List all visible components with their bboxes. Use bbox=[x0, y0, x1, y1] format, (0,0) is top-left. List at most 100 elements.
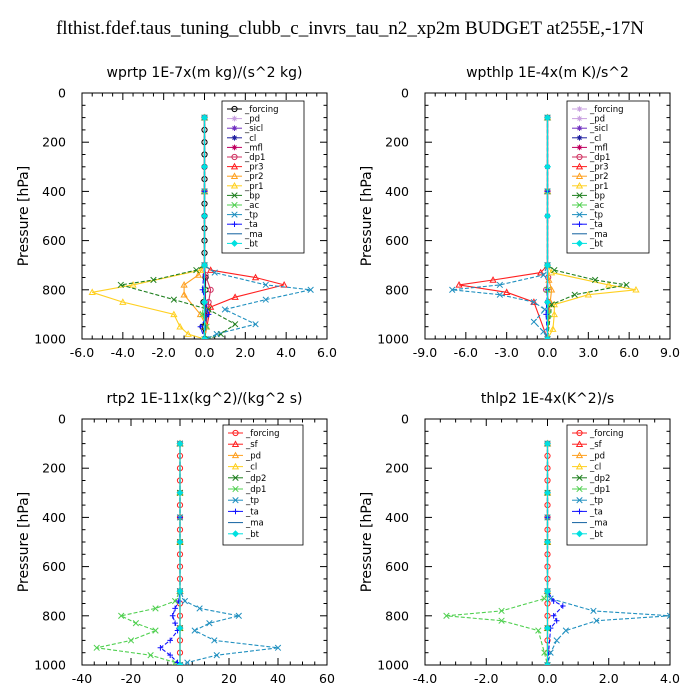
data-point bbox=[213, 652, 220, 659]
legend-label: _bt bbox=[245, 530, 260, 540]
chart-panel-4: thlp2 1E-4x(K^2)/s 0 200 400 600 800 1000 -4.0 -… bbox=[359, 391, 680, 686]
data-point bbox=[152, 627, 159, 634]
data-point bbox=[541, 649, 548, 656]
x-tick-label: 6.0 bbox=[317, 345, 337, 360]
data-point bbox=[591, 276, 599, 284]
y-tick-label: 600 bbox=[385, 233, 409, 248]
legend-marker bbox=[575, 530, 584, 538]
legend-marker bbox=[231, 153, 238, 161]
data-point bbox=[175, 598, 182, 604]
data-point bbox=[632, 285, 640, 293]
data-point bbox=[184, 330, 192, 337]
data-point bbox=[194, 271, 203, 278]
data-point bbox=[235, 612, 242, 619]
panel-title: wprtp 1E-7x(m kg)/(s^2 kg) bbox=[107, 65, 303, 81]
legend-marker bbox=[576, 144, 583, 151]
legend: _forcing_pd_sicl_cl_mfl_dp1_pr3_pr2_pr1_… bbox=[221, 100, 305, 254]
y-axis-label: Pressure [hPa] bbox=[16, 166, 32, 266]
legend-marker bbox=[231, 192, 238, 199]
y-tick-label: 1000 bbox=[34, 332, 66, 347]
legend-box bbox=[222, 424, 304, 546]
y-tick-label: 200 bbox=[385, 461, 409, 476]
x-tick-label: 60 bbox=[319, 671, 335, 686]
data-point bbox=[252, 321, 259, 328]
legend-label: _ta bbox=[244, 220, 258, 230]
legend-label: _pr1 bbox=[244, 182, 264, 192]
x-tick-label: -40 bbox=[72, 671, 92, 686]
series-group bbox=[443, 439, 670, 665]
x-tick-label: 0.0 bbox=[538, 671, 558, 686]
legend-marker bbox=[576, 153, 583, 161]
legend-label: _sicl bbox=[589, 124, 608, 134]
legend-label: _cl bbox=[589, 134, 601, 144]
data-point bbox=[571, 291, 578, 298]
data-point bbox=[207, 286, 214, 293]
data-point bbox=[191, 627, 198, 634]
data-point bbox=[127, 637, 135, 644]
x-tick-label: -9.0 bbox=[413, 345, 437, 360]
legend-marker bbox=[575, 181, 584, 189]
data-point bbox=[200, 298, 209, 306]
y-tick-label: 0 bbox=[401, 86, 409, 101]
x-tick-label: 6.0 bbox=[619, 345, 639, 360]
y-tick-label: 600 bbox=[42, 233, 66, 248]
data-point bbox=[496, 281, 504, 289]
data-point bbox=[605, 281, 613, 288]
legend-label: _sf bbox=[245, 440, 259, 450]
series-line-dp1 bbox=[446, 443, 549, 665]
legend-label: _dp2 bbox=[589, 474, 610, 484]
legend-label: _pr2 bbox=[589, 172, 609, 182]
y-tick-label: 1000 bbox=[377, 658, 409, 673]
x-tick-label: 4.0 bbox=[660, 671, 680, 686]
y-tick-label: 1000 bbox=[34, 658, 66, 673]
legend-label: _pd bbox=[589, 115, 605, 125]
y-tick-label: 200 bbox=[42, 135, 66, 150]
legend-marker bbox=[231, 462, 240, 470]
data-point bbox=[211, 637, 218, 644]
data-point bbox=[221, 306, 229, 313]
data-point bbox=[503, 288, 511, 295]
legend-marker bbox=[231, 221, 238, 227]
y-tick-label: 0 bbox=[58, 86, 66, 101]
data-point bbox=[193, 266, 200, 274]
legend-marker bbox=[231, 144, 238, 151]
x-tick-label: 9.0 bbox=[660, 345, 680, 360]
x-tick-label: 0 bbox=[176, 671, 184, 686]
x-tick-label: -6.0 bbox=[454, 345, 478, 360]
legend-marker bbox=[576, 115, 583, 122]
legend-marker bbox=[231, 211, 238, 218]
legend-label: _pd bbox=[589, 451, 605, 461]
legend-marker bbox=[232, 429, 239, 437]
legend-marker bbox=[576, 485, 583, 493]
data-point bbox=[150, 276, 157, 284]
data-point bbox=[176, 624, 184, 632]
legend-label: _cl bbox=[589, 463, 601, 473]
legend-label: _ma bbox=[245, 519, 264, 529]
data-point bbox=[205, 311, 212, 318]
legend-label: _ta bbox=[589, 507, 603, 517]
data-point bbox=[201, 335, 208, 339]
data-point bbox=[543, 587, 552, 595]
legend-label: _cl bbox=[245, 463, 257, 473]
data-point bbox=[206, 303, 215, 310]
legend-label: _ma bbox=[589, 519, 608, 529]
data-point bbox=[543, 298, 552, 306]
y-axis-label: Pressure [hPa] bbox=[16, 492, 32, 592]
y-tick-label: 800 bbox=[385, 282, 409, 297]
data-point bbox=[169, 613, 176, 619]
legend-marker bbox=[576, 508, 583, 515]
x-tick-label: -4.0 bbox=[111, 345, 135, 360]
legend-label: _tp bbox=[589, 211, 603, 221]
data-point bbox=[118, 612, 125, 619]
legend-marker bbox=[575, 440, 584, 447]
legend-label: _ma bbox=[589, 230, 608, 240]
legend-label: _forcing bbox=[589, 105, 624, 115]
legend-label: _bp bbox=[589, 191, 605, 201]
x-tick-label: 40 bbox=[270, 671, 286, 686]
chart-panel-1: wprtp 1E-7x(m kg)/(s^2 kg) 0 200 400 600 800 1… bbox=[16, 65, 337, 360]
y-tick-label: 400 bbox=[385, 184, 409, 199]
data-point bbox=[562, 627, 570, 634]
legend-label: _ma bbox=[244, 230, 263, 240]
data-point bbox=[117, 281, 124, 289]
